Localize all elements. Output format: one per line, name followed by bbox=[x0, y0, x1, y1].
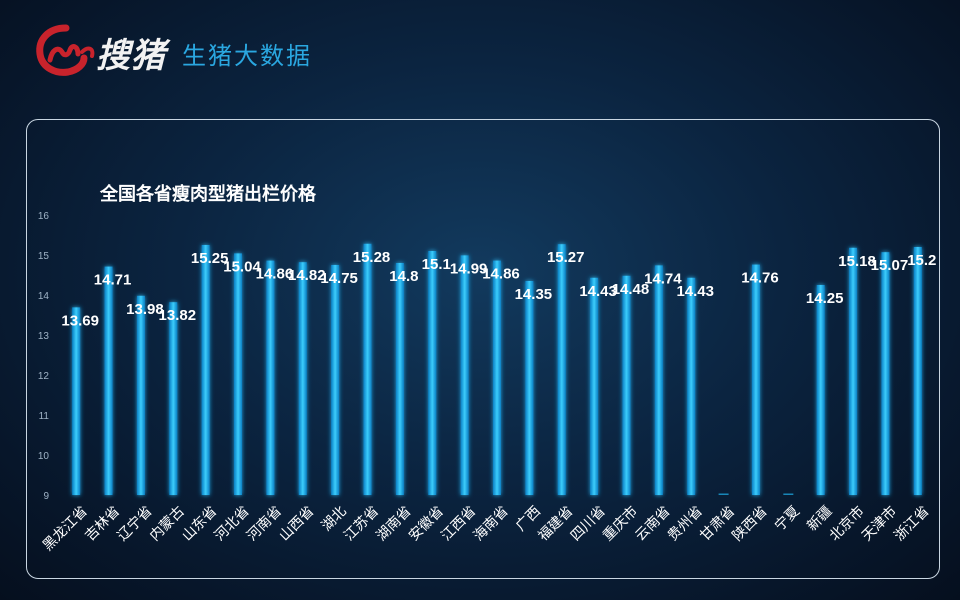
data-label: 15.25 bbox=[191, 250, 229, 267]
y-axis: 9 10 11 12 13 14 15 16 bbox=[38, 211, 50, 502]
data-label: 14.71 bbox=[94, 272, 132, 289]
brand-logo: 搜猪 生猪大数据 bbox=[34, 22, 334, 78]
data-label: 14.43 bbox=[676, 283, 714, 300]
bar bbox=[913, 247, 922, 495]
data-label: 14.48 bbox=[612, 281, 650, 298]
data-label: 14.75 bbox=[320, 270, 358, 287]
data-label: 14.25 bbox=[806, 290, 844, 307]
bar bbox=[234, 253, 243, 495]
pig-logo-icon bbox=[36, 24, 95, 76]
bar bbox=[654, 265, 663, 495]
bar bbox=[590, 277, 599, 495]
data-label: 14.86 bbox=[482, 266, 520, 283]
x-tick-label: 北京市 bbox=[826, 503, 868, 545]
y-tick-label: 16 bbox=[38, 211, 50, 222]
x-tick-label: 海南省 bbox=[471, 503, 512, 544]
x-tick-label: 河北省 bbox=[212, 503, 253, 544]
data-label: 13.69 bbox=[61, 312, 99, 329]
data-label: 14.8 bbox=[389, 268, 418, 285]
y-tick-label: 11 bbox=[39, 411, 50, 422]
data-label: 15.27 bbox=[547, 249, 585, 266]
bar bbox=[460, 255, 469, 495]
bar bbox=[266, 260, 275, 495]
x-tick-label: 山东省 bbox=[179, 503, 220, 544]
data-labels: 13.6914.7113.9813.8215.2515.0414.8614.82… bbox=[61, 249, 936, 330]
x-tick-label: 陕西省 bbox=[730, 503, 771, 544]
x-tick-label: 江苏省 bbox=[341, 503, 382, 544]
y-tick-label: 12 bbox=[38, 371, 50, 382]
bar bbox=[298, 262, 307, 495]
bar bbox=[849, 247, 858, 495]
bar bbox=[881, 252, 890, 495]
data-label: 14.76 bbox=[741, 270, 779, 287]
y-tick-label: 15 bbox=[38, 251, 50, 262]
data-label: 13.98 bbox=[126, 301, 164, 318]
x-tick-label: 江西省 bbox=[438, 503, 479, 544]
x-tick-label: 宁夏 bbox=[771, 503, 803, 535]
data-label: 15.04 bbox=[223, 258, 261, 275]
y-tick-label: 13 bbox=[38, 331, 50, 342]
x-tick-label: 重庆市 bbox=[599, 503, 641, 545]
bar bbox=[525, 281, 534, 495]
bar bbox=[395, 263, 404, 495]
data-label: 14.99 bbox=[450, 260, 488, 277]
y-tick-label: 14 bbox=[38, 291, 50, 302]
chart-panel bbox=[26, 119, 940, 579]
x-tick-label: 安徽省 bbox=[406, 503, 447, 544]
bar bbox=[816, 285, 825, 495]
data-label: 15.07 bbox=[871, 257, 909, 274]
bar bbox=[363, 243, 372, 495]
chart-title: 全国各省瘦肉型猪出栏价格 bbox=[100, 184, 316, 205]
x-tick-label: 浙江省 bbox=[891, 503, 932, 544]
bar-empty bbox=[783, 493, 794, 495]
bar bbox=[428, 251, 437, 495]
x-tick-label: 内蒙古 bbox=[147, 503, 188, 544]
bar bbox=[687, 277, 696, 495]
data-label: 14.35 bbox=[515, 286, 553, 303]
bar bbox=[72, 307, 81, 495]
data-label: 14.74 bbox=[644, 270, 682, 287]
data-label: 15.18 bbox=[838, 253, 876, 270]
bars bbox=[72, 243, 922, 495]
x-tick-label: 云南省 bbox=[632, 503, 673, 544]
x-tick-label: 辽宁省 bbox=[114, 503, 156, 545]
y-tick-label: 10 bbox=[38, 451, 50, 462]
x-tick-label: 甘肃省 bbox=[697, 503, 738, 544]
x-tick-label: 河南省 bbox=[244, 503, 285, 544]
data-label: 14.86 bbox=[256, 266, 294, 283]
data-label: 14.82 bbox=[288, 267, 326, 284]
y-tick-label: 9 bbox=[43, 491, 49, 502]
x-tick-label: 湖南省 bbox=[373, 503, 414, 544]
x-tick-label: 黑龙江省 bbox=[40, 503, 91, 554]
x-tick-label: 天津市 bbox=[858, 503, 900, 545]
data-label: 15.1 bbox=[422, 256, 451, 273]
bar bbox=[751, 264, 760, 495]
bar bbox=[331, 265, 340, 495]
data-label: 13.82 bbox=[159, 307, 197, 324]
x-tick-label: 贵州省 bbox=[665, 503, 706, 544]
x-tick-label: 山西省 bbox=[276, 503, 317, 544]
bar bbox=[136, 295, 145, 495]
bar bbox=[622, 275, 631, 495]
brand-tagline: 生猪大数据 bbox=[182, 42, 312, 70]
bar bbox=[557, 244, 566, 495]
x-tick-label: 福建省 bbox=[535, 503, 576, 544]
data-label: 15.28 bbox=[353, 249, 391, 266]
bar bbox=[493, 260, 501, 495]
bar bbox=[104, 266, 113, 495]
bar bbox=[169, 302, 178, 495]
x-tick-label: 吉林省 bbox=[82, 503, 123, 544]
x-tick-label: 四川省 bbox=[568, 503, 609, 544]
bar-empty bbox=[718, 493, 729, 495]
data-label: 14.43 bbox=[579, 283, 617, 300]
brand-name: 搜猪 bbox=[96, 36, 166, 76]
data-label: 15.2 bbox=[907, 252, 936, 269]
bar bbox=[201, 245, 210, 495]
